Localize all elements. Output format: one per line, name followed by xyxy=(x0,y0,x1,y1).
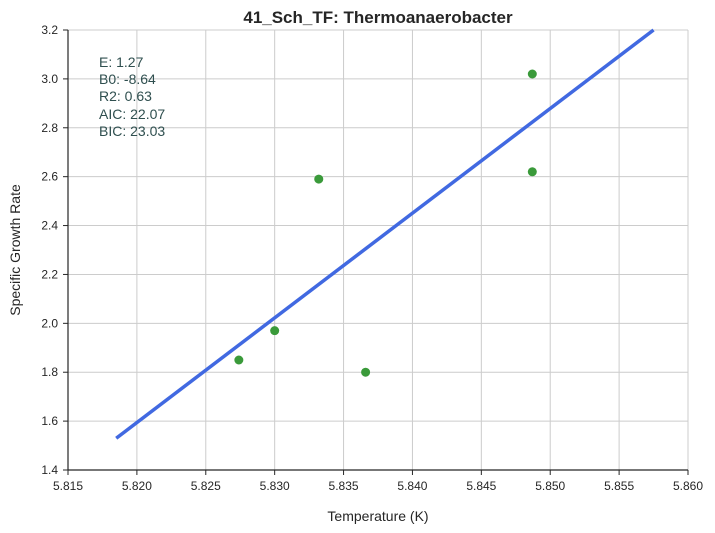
x-tick-label: 5.815 xyxy=(53,479,83,493)
y-tick-label: 2.4 xyxy=(41,219,58,233)
x-tick-label: 5.840 xyxy=(397,479,427,493)
data-point xyxy=(234,355,244,365)
annotation-r2: R2: 0.63 xyxy=(99,88,152,104)
x-tick-label: 5.855 xyxy=(604,479,634,493)
y-tick-label: 2.6 xyxy=(41,170,58,184)
x-tick-label: 5.845 xyxy=(466,479,496,493)
grid xyxy=(68,29,689,470)
x-tick-label: 5.830 xyxy=(260,479,290,493)
y-tick-label: 2.2 xyxy=(41,267,58,281)
annotation-aic: AIC: 22.07 xyxy=(99,106,165,122)
fit-line-layer xyxy=(115,28,655,440)
annotation-b0: B0: -8.64 xyxy=(99,71,156,87)
points-layer xyxy=(234,69,537,377)
x-tick-label: 5.835 xyxy=(329,479,359,493)
data-point xyxy=(527,69,537,79)
y-tick-label: 1.4 xyxy=(41,463,58,477)
y-tick-label: 1.8 xyxy=(41,365,58,379)
fit-line xyxy=(115,28,655,440)
y-tick-label: 2.0 xyxy=(41,316,58,330)
y-tick-label: 2.8 xyxy=(41,121,58,135)
y-tick-label: 3.2 xyxy=(41,23,58,37)
y-tick-label: 1.6 xyxy=(41,414,58,428)
data-point xyxy=(270,326,280,336)
y-axis-label: Specific Growth Rate xyxy=(7,184,23,316)
chart-title: 41_Sch_TF: Thermoanaerobacter xyxy=(243,8,513,27)
x-tick-label: 5.860 xyxy=(673,479,703,493)
x-tick-label: 5.825 xyxy=(191,479,221,493)
fit-annotation: E: 1.27 B0: -8.64 R2: 0.63 AIC: 22.07 BI… xyxy=(99,54,165,139)
data-point xyxy=(527,167,537,177)
x-axis-label: Temperature (K) xyxy=(327,508,428,524)
annotation-e: E: 1.27 xyxy=(99,54,144,70)
data-point xyxy=(314,174,324,184)
tick-labels: 5.815 5.820 5.825 5.830 5.835 5.840 5.845 5.850… xyxy=(41,23,703,493)
annotation-bic: BIC: 23.03 xyxy=(99,123,165,139)
data-point xyxy=(361,367,371,377)
y-tick-label: 3.0 xyxy=(41,72,58,86)
x-tick-label: 5.820 xyxy=(122,479,152,493)
x-tick-label: 5.850 xyxy=(535,479,565,493)
